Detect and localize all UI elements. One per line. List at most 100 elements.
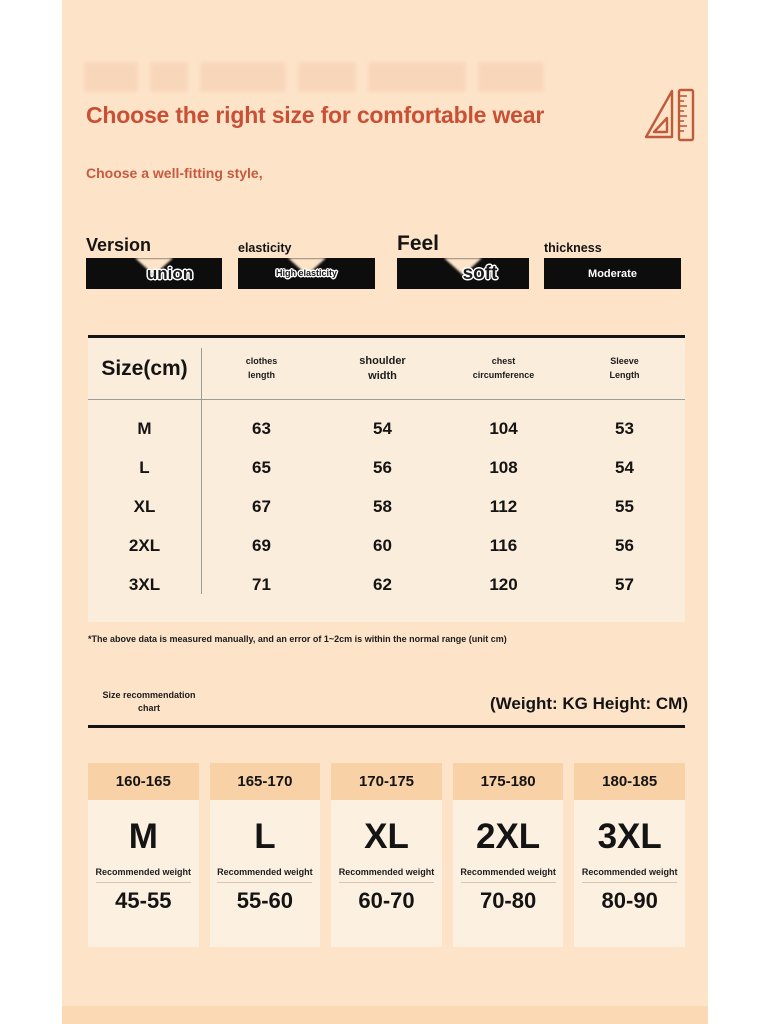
chest-circumference-cell: 108: [489, 457, 518, 477]
size-label: XL: [364, 817, 409, 856]
size-recommendation-label-line: Size recommendation: [102, 690, 196, 700]
height-range: 160-165: [88, 763, 199, 800]
attribute-value: Moderate: [588, 267, 637, 280]
size-cell: 2XL: [128, 535, 161, 555]
column-header-sleeve-length: Sleeve Length: [564, 355, 685, 382]
table-footnote: *The above data is measured manually, an…: [88, 634, 507, 644]
recommendation-card: 3XL Recommended weight 80-90: [574, 800, 685, 947]
table-row: 3XL 71 62 120 57: [88, 565, 685, 604]
column-header-line: Sleeve: [610, 356, 639, 366]
recommendation-column: 175-180 2XL Recommended weight 70-80: [452, 763, 564, 947]
column-header-shoulder-width: shoulder width: [322, 354, 443, 384]
ghost-block: [150, 62, 188, 92]
size-recommendation-label-line: chart: [137, 703, 160, 714]
height-range: 180-185: [574, 763, 685, 800]
column-header-line: length: [248, 369, 275, 380]
size-table-corner-label: Size(cm): [101, 356, 188, 380]
recommendation-card: M Recommended weight 45-55: [88, 800, 199, 947]
recommendation-card: L Recommended weight 55-60: [209, 800, 321, 947]
shoulder-width-cell: 54: [373, 418, 392, 438]
recommended-weight-label: Recommended weight: [581, 867, 678, 877]
card-divider: [460, 882, 556, 883]
attribute-label: thickness: [544, 240, 602, 255]
size-recommendation-label: Size recommendation chart: [84, 689, 214, 715]
attribute-value: High elasticity: [275, 268, 338, 279]
ghost-block: [84, 62, 138, 92]
weight-range: 70-80: [479, 888, 537, 913]
table-vertical-divider: [201, 348, 202, 594]
table-row: M 63 54 104 53: [88, 409, 685, 448]
card-divider: [582, 882, 678, 883]
height-range: 165-170: [209, 763, 321, 800]
ghost-block: [298, 62, 356, 92]
card-divider: [95, 882, 191, 883]
attribute-label: Feel: [397, 232, 440, 255]
sleeve-length-cell: 54: [615, 457, 634, 477]
unit-note: (Weight: KG Height: CM): [490, 694, 688, 713]
height-range: 175-180: [452, 763, 564, 800]
size-cell: L: [139, 457, 150, 477]
clothes-length-cell: 63: [252, 418, 271, 438]
attribute-thickness: thickness Moderate: [544, 226, 681, 289]
page-subtitle: Choose a well-fitting style,: [86, 165, 263, 181]
attribute-elasticity: elasticity High elasticity: [238, 226, 375, 289]
column-header-line: circumference: [472, 369, 535, 380]
size-cell: M: [137, 418, 152, 438]
size-table: Size(cm) clothes length shoulder width c…: [88, 335, 685, 622]
recommended-weight-label: Recommended weight: [95, 867, 192, 877]
recommended-weight-label: Recommended weight: [217, 867, 313, 877]
ghost-block: [368, 62, 466, 92]
column-header-clothes-length: clothes length: [201, 355, 322, 382]
size-label: 3XL: [597, 817, 662, 856]
recommendation-card: 2XL Recommended weight 70-80: [452, 800, 564, 947]
recommendation-card: XL Recommended weight 60-70: [331, 800, 442, 947]
recommendation-column: 180-185 3XL Recommended weight 80-90: [574, 763, 685, 947]
chest-circumference-cell: 104: [489, 418, 518, 438]
attribute-label: Version: [86, 235, 152, 255]
shoulder-width-cell: 62: [373, 574, 392, 594]
sleeve-length-cell: 53: [615, 418, 634, 438]
attribute-banner: union: [86, 258, 222, 289]
shoulder-width-cell: 56: [373, 457, 392, 477]
size-recommendation-grid: 160-165 M Recommended weight 45-55 165-1…: [88, 763, 685, 947]
column-header-line: chest: [491, 356, 516, 366]
table-row: XL 67 58 112 55: [88, 487, 685, 526]
card-divider: [338, 882, 435, 883]
size-label: L: [254, 817, 276, 856]
attribute-value: soft: [462, 262, 498, 284]
recommendation-column: 170-175 XL Recommended weight 60-70: [331, 763, 442, 947]
clothes-length-cell: 71: [252, 574, 271, 594]
attribute-label: elasticity: [238, 240, 292, 255]
set-square-ruler-icon: [644, 88, 695, 142]
shoulder-width-cell: 60: [373, 535, 392, 555]
page-title: Choose the right size for comfortable we…: [86, 102, 545, 128]
sleeve-length-cell: 56: [615, 535, 634, 555]
weight-range: 80-90: [601, 888, 658, 913]
attribute-banner: Moderate: [544, 258, 681, 289]
ghost-block: [200, 62, 286, 92]
chest-circumference-cell: 112: [489, 496, 518, 516]
sleeve-length-cell: 55: [615, 496, 634, 516]
ghost-block: [478, 62, 544, 92]
column-header-line: shoulder: [359, 354, 406, 367]
section-divider: [88, 725, 685, 728]
table-row: 2XL 69 60 116 56: [88, 526, 685, 565]
shoulder-width-cell: 58: [373, 496, 392, 516]
attribute-banner: High elasticity: [238, 258, 375, 289]
bottom-accent-strip: [62, 1006, 708, 1024]
weight-range: 45-55: [115, 888, 172, 913]
size-cell: XL: [133, 496, 156, 516]
card-divider: [217, 882, 313, 883]
clothes-length-cell: 69: [252, 535, 271, 555]
chest-circumference-cell: 116: [489, 535, 518, 555]
recommendation-column: 165-170 L Recommended weight 55-60: [209, 763, 321, 947]
attribute-value: union: [146, 263, 194, 283]
height-range: 170-175: [331, 763, 442, 800]
size-cell: 3XL: [128, 574, 161, 594]
size-label: M: [128, 817, 158, 856]
column-header-line: width: [368, 369, 397, 382]
size-label: 2XL: [475, 817, 541, 856]
sleeve-length-cell: 57: [615, 574, 634, 594]
attribute-banner: soft: [397, 258, 529, 289]
